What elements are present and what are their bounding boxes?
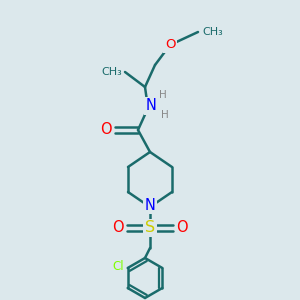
Text: O: O	[112, 220, 124, 236]
Text: CH₃: CH₃	[101, 67, 122, 77]
Text: N: N	[146, 98, 156, 113]
Text: H: H	[159, 90, 167, 100]
Text: CH₃: CH₃	[202, 27, 223, 37]
Text: H: H	[161, 110, 169, 120]
Text: O: O	[165, 38, 175, 52]
Text: O: O	[176, 220, 188, 236]
Text: Cl: Cl	[112, 260, 124, 272]
Text: O: O	[100, 122, 112, 137]
Text: N: N	[145, 197, 155, 212]
Text: S: S	[145, 220, 155, 236]
